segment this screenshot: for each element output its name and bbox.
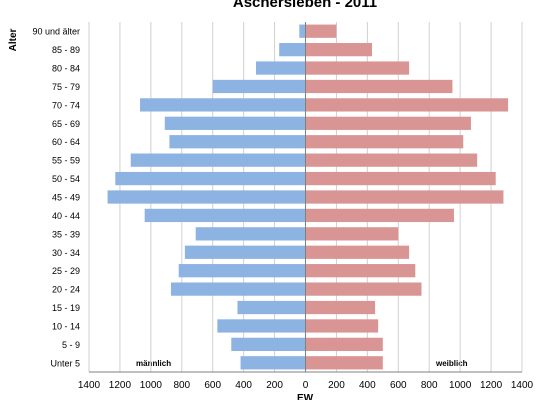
bar-female [305,356,383,370]
category-label: 80 - 84 [52,64,80,74]
y-axis-label: Alter [8,29,19,52]
x-tick-label: 1000 [449,380,472,391]
bar-male [299,24,306,38]
bar-female [305,245,410,259]
bar-male [178,264,306,278]
bar-male [217,319,306,333]
x-tick-label: 400 [359,380,376,391]
x-tick-label: 600 [390,380,407,391]
bar-male [130,153,306,167]
x-tick-label: 600 [204,380,221,391]
bar-male [237,300,306,315]
bar-female [305,171,496,186]
category-label: Unter 5 [50,358,80,368]
category-label: 85 - 89 [52,45,80,55]
x-tick-label: 400 [235,380,252,391]
bar-female [305,337,383,351]
bar-male [279,43,306,57]
x-tick-label: 200 [266,380,283,391]
bar-female [305,116,471,130]
bar-female [305,319,379,333]
category-label: 30 - 34 [52,248,80,258]
bar-male [115,171,306,186]
category-label: 70 - 74 [52,100,80,110]
category-label: 50 - 54 [52,174,80,184]
bar-female [305,208,454,223]
bar-male [170,282,306,296]
category-label: 25 - 29 [52,266,80,276]
axis-layer: 1400 1200 1000 800 600 400 200 0 200 400 600 800 100… [32,22,534,391]
category-label: 15 - 19 [52,303,80,313]
x-tick-label: 1000 [140,380,163,391]
bar-female [305,79,453,94]
bar-layer [107,24,509,370]
bar-female [305,264,416,278]
category-label: 60 - 64 [52,137,80,147]
bar-male [164,116,306,130]
bar-female [305,153,478,167]
bar-female [305,135,464,149]
legend-female: weiblich [435,359,468,368]
bar-male [231,337,306,351]
bar-female [305,43,372,57]
x-tick-label: 200 [328,380,345,391]
x-tick-label: 800 [421,380,438,391]
bar-male [195,227,306,241]
bar-female [305,24,337,38]
x-tick-label: 1400 [511,380,534,391]
bar-female [305,300,376,315]
category-label: 5 - 9 [62,340,80,350]
category-label: 65 - 69 [52,119,80,129]
bar-female [305,61,410,75]
x-axis-label: EW [297,393,314,400]
bar-male [140,98,306,112]
bar-male [144,208,306,223]
category-label: 90 und älter [32,27,80,37]
category-label: 40 - 44 [52,211,80,221]
category-label: 35 - 39 [52,229,80,239]
bar-female [305,227,399,241]
category-label: 10 - 14 [52,321,80,331]
legend-male: männlich [136,359,171,368]
bar-male [256,61,306,75]
x-tick-label: 1200 [480,380,503,391]
bar-male [240,356,306,370]
x-tick-label: 800 [173,380,190,391]
x-tick-label: 0 [303,380,309,391]
category-label: 45 - 49 [52,193,80,203]
x-tick-label: 1200 [109,380,132,391]
chart-title: Aschersleben - 2011 [233,0,377,11]
x-tick-label: 1400 [78,380,101,391]
bar-male [212,79,306,94]
category-label: 55 - 59 [52,156,80,166]
bar-female [305,98,509,112]
bar-female [305,282,422,296]
category-label: 75 - 79 [52,82,80,92]
bar-male [184,245,306,259]
bar-male [107,190,306,204]
bar-male [169,135,306,149]
bar-female [305,190,504,204]
category-label: 20 - 24 [52,285,80,295]
